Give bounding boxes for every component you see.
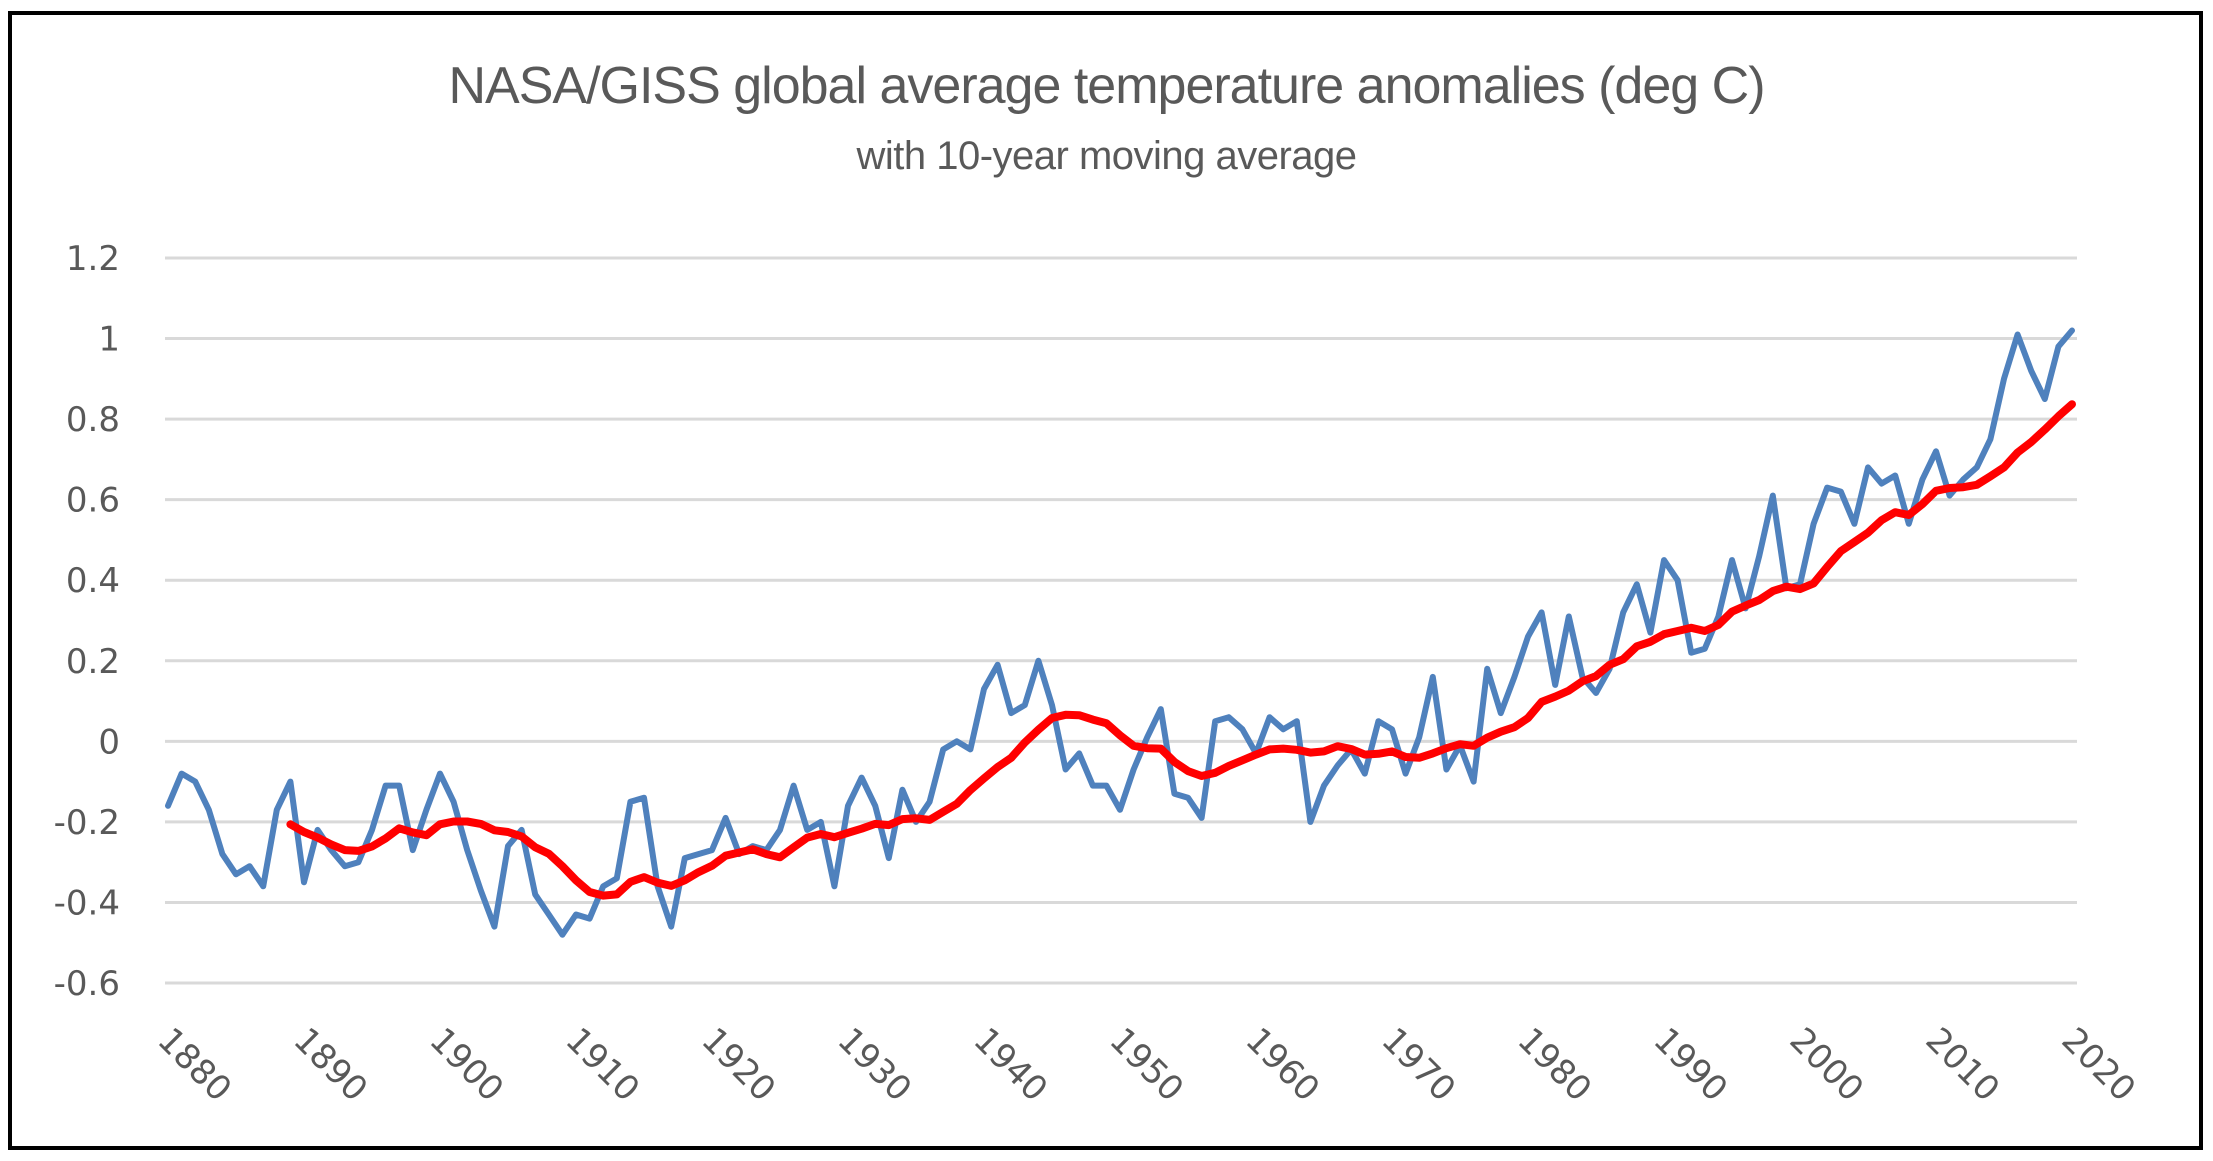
chart-title: NASA/GISS global average temperature ano… [448, 57, 1765, 115]
annual-anomaly-line [165, 327, 2075, 938]
y-tick-label: -0.6 [54, 964, 120, 1004]
y-tick-label: -0.2 [54, 803, 120, 843]
gridlines [165, 256, 2077, 985]
y-tick-label: -0.4 [54, 883, 120, 923]
x-tick-label: 1940 [966, 1020, 1055, 1109]
x-tick-label: 1980 [1510, 1020, 1599, 1109]
chart-subtitle: with 10-year moving average [856, 134, 1357, 178]
y-tick-label: 0.8 [66, 400, 120, 440]
x-tick-label: 1890 [286, 1020, 375, 1109]
series-lines [165, 327, 2076, 938]
y-tick-label: 0 [98, 722, 120, 762]
y-tick-label: 0.2 [66, 642, 120, 682]
x-axis-tick-labels: 1880 1890 1900 1910 1920 1930 1940 1950 1960 1970… [150, 1020, 2143, 1109]
y-axis-tick-labels: -0.6 -0.4 -0.2 0 0.2 0.4 0.6 0.8 1 1.2 [54, 239, 120, 1004]
x-tick-label: 1970 [1374, 1020, 1463, 1109]
x-tick-label: 1920 [694, 1020, 783, 1109]
x-tick-label: 1900 [422, 1020, 511, 1109]
y-tick-label: 0.4 [66, 561, 120, 601]
x-tick-label: 2010 [1918, 1020, 2007, 1109]
y-tick-label: 1.2 [66, 239, 120, 279]
x-tick-label: 1950 [1102, 1020, 1191, 1109]
x-tick-label: 2000 [1782, 1020, 1871, 1109]
x-tick-label: 1960 [1238, 1020, 1327, 1109]
x-tick-label: 1990 [1646, 1020, 1735, 1109]
x-tick-label: 2020 [2054, 1020, 2143, 1109]
x-tick-label: 1880 [150, 1020, 239, 1109]
x-tick-label: 1910 [558, 1020, 647, 1109]
y-tick-label: 1 [98, 320, 120, 360]
x-tick-label: 1930 [830, 1020, 919, 1109]
y-tick-label: 0.6 [66, 481, 120, 521]
moving-average-line [286, 400, 2076, 900]
